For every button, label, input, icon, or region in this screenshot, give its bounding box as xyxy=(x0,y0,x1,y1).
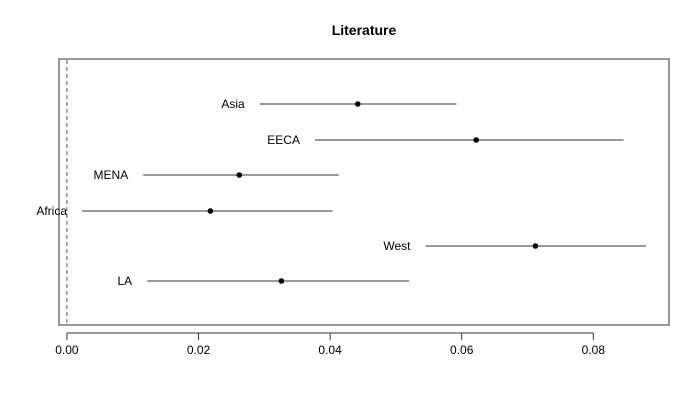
row-label: Africa xyxy=(36,204,67,218)
point-estimate xyxy=(207,208,214,214)
x-tick-label: 0.06 xyxy=(450,343,474,357)
x-axis: 0.00 0.02 0.04 0.06 0.08 xyxy=(55,332,606,357)
x-tick-label: 0.08 xyxy=(582,343,606,357)
row-label: West xyxy=(383,239,411,253)
x-tick-label: 0.04 xyxy=(318,343,342,357)
point-estimate xyxy=(532,243,539,249)
chart-title: Literature xyxy=(332,22,397,38)
point-estimate xyxy=(236,172,243,178)
x-tick-label: 0.00 xyxy=(55,343,79,357)
point-estimate xyxy=(473,137,479,143)
row-label: MENA xyxy=(94,168,129,182)
plot-frame xyxy=(58,58,670,326)
x-tick-label: 0.02 xyxy=(187,343,211,357)
point-estimate xyxy=(354,101,361,107)
row-label: EECA xyxy=(267,133,300,147)
forest-rows: Asia EECA MENA Africa West LA xyxy=(36,97,646,288)
row-label: LA xyxy=(117,274,132,288)
point-estimate xyxy=(278,278,285,284)
row-label: Asia xyxy=(221,97,245,111)
